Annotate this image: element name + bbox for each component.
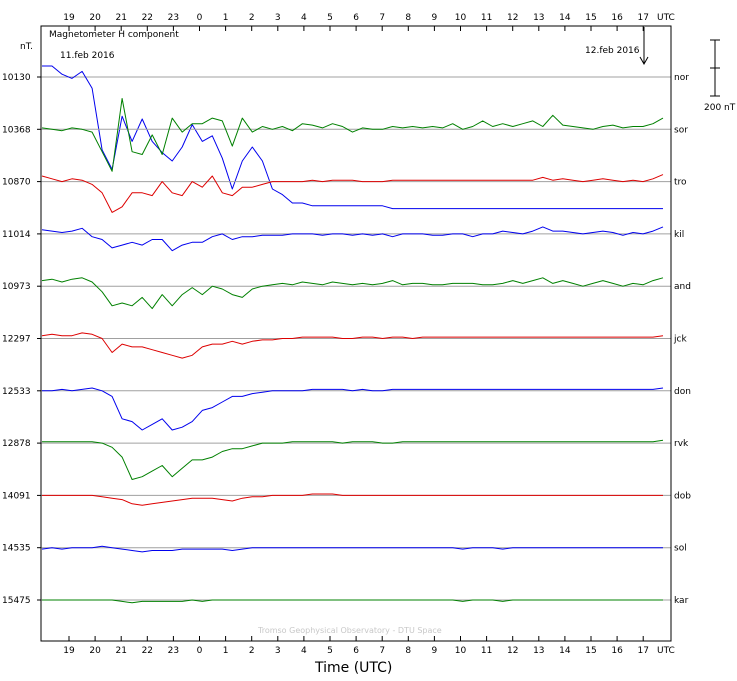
series-line-dob (42, 493, 663, 506)
x-tick-label-bottom: 19 (63, 646, 75, 656)
x-tick-label-bottom: 21 (115, 646, 126, 656)
x-tick-label-top: 9 (432, 13, 438, 23)
chart-title: Magnetometer H component (49, 30, 179, 40)
baseline-value-jck: 12297 (2, 335, 31, 345)
x-tick-label-top: 8 (405, 13, 411, 23)
scale-bar-label: 200 nT (704, 103, 736, 113)
station-label-kil: kil (674, 230, 684, 240)
scale-bar (710, 39, 720, 97)
unit-label: nT. (20, 42, 33, 52)
baseline-value-dob: 14091 (2, 491, 31, 501)
end-date-label: 12.feb 2016 (585, 46, 640, 56)
x-tick-label-bottom: 2 (249, 646, 255, 656)
x-tick-label-bottom: 11 (481, 646, 492, 656)
x-tick-label-top: 10 (455, 13, 467, 23)
x-tick-label-top: 11 (481, 13, 492, 23)
x-tick-label-bottom: 23 (168, 646, 179, 656)
baseline-value-tro: 10870 (2, 178, 31, 188)
baseline-value-sor: 10368 (2, 125, 31, 135)
x-tick-label-top: 1 (223, 13, 229, 23)
x-tick-label-bottom: 6 (353, 646, 359, 656)
x-tick-label-top: 22 (142, 13, 153, 23)
x-tick-label-top: 12 (507, 13, 518, 23)
x-tick-label-bottom: 16 (611, 646, 623, 656)
baseline-value-kar: 15475 (2, 596, 31, 606)
x-tick-label-top: 5 (327, 13, 333, 23)
x-tick-label-top: 17 (637, 13, 648, 23)
station-label-tro: tro (674, 178, 687, 188)
x-tick-label-bottom: 4 (301, 646, 307, 656)
x-tick-label-bottom: 17 (637, 646, 648, 656)
x-axis-title: Time (UTC) (314, 660, 392, 676)
x-tick-label-bottom: 9 (432, 646, 438, 656)
baseline-value-and: 10973 (2, 282, 31, 292)
series-line-kar (42, 599, 663, 604)
x-tick-label-bottom: 3 (275, 646, 281, 656)
station-label-and: and (674, 282, 691, 292)
x-tick-label-top: 2 (249, 13, 255, 23)
x-tick-label-top: 4 (301, 13, 307, 23)
x-tick-label-bottom: 22 (142, 646, 153, 656)
series-line-kil (41, 226, 664, 252)
baseline-value-kil: 11014 (2, 230, 31, 240)
baseline-value-sol: 14535 (2, 544, 31, 554)
x-tick-label-bottom: 8 (405, 646, 411, 656)
x-tick-label-bottom: 20 (89, 646, 101, 656)
baseline-value-nor: 10130 (2, 73, 31, 83)
x-tick-label-bottom: 5 (327, 646, 333, 656)
x-unit-bottom: UTC (657, 646, 675, 656)
station-label-nor: nor (674, 73, 689, 83)
series-line-tro (41, 174, 664, 213)
watermark: Tromso Geophysical Observatory - DTU Spa… (257, 626, 442, 635)
x-tick-label-bottom: 13 (533, 646, 544, 656)
x-tick-label-bottom: 14 (559, 646, 571, 656)
x-tick-label-bottom: 1 (223, 646, 229, 656)
x-tick-label-top: 16 (611, 13, 623, 23)
x-tick-label-bottom: 7 (379, 646, 385, 656)
station-label-dob: dob (674, 491, 691, 501)
station-label-jck: jck (673, 335, 687, 345)
x-tick-label-bottom: 15 (585, 646, 596, 656)
x-tick-label-top: 13 (533, 13, 544, 23)
series-line-sol (41, 545, 663, 553)
series-line-jck (41, 332, 664, 359)
x-tick-label-top: 6 (353, 13, 359, 23)
x-unit-top: UTC (657, 13, 675, 23)
series-line-sor (41, 98, 664, 172)
station-label-sor: sor (674, 125, 688, 135)
x-tick-label-bottom: 0 (197, 646, 203, 656)
x-tick-label-top: 21 (115, 13, 126, 23)
x-tick-label-top: 0 (197, 13, 203, 23)
series-line-don (42, 387, 664, 431)
station-label-don: don (674, 387, 691, 397)
x-tick-label-bottom: 12 (507, 646, 518, 656)
x-tick-label-bottom: 10 (455, 646, 467, 656)
plot-frame (40, 25, 672, 642)
station-label-rvk: rvk (674, 439, 689, 449)
series-line-nor (42, 65, 663, 210)
x-tick-label-top: 20 (89, 13, 101, 23)
date-arrow (639, 27, 649, 66)
start-date-label: 11.feb 2016 (60, 51, 115, 61)
x-tick-label-top: 23 (168, 13, 179, 23)
x-tick-label-top: 15 (585, 13, 596, 23)
series-line-rvk (42, 439, 664, 480)
x-tick-label-top: 3 (275, 13, 281, 23)
x-tick-label-top: 19 (63, 13, 75, 23)
baseline-value-don: 12533 (2, 387, 31, 397)
series-line-and (41, 277, 664, 310)
x-tick-label-top: 14 (559, 13, 571, 23)
baseline-value-rvk: 12878 (2, 439, 31, 449)
station-label-kar: kar (674, 596, 689, 606)
x-tick-label-top: 7 (379, 13, 385, 23)
station-label-sol: sol (674, 544, 687, 554)
